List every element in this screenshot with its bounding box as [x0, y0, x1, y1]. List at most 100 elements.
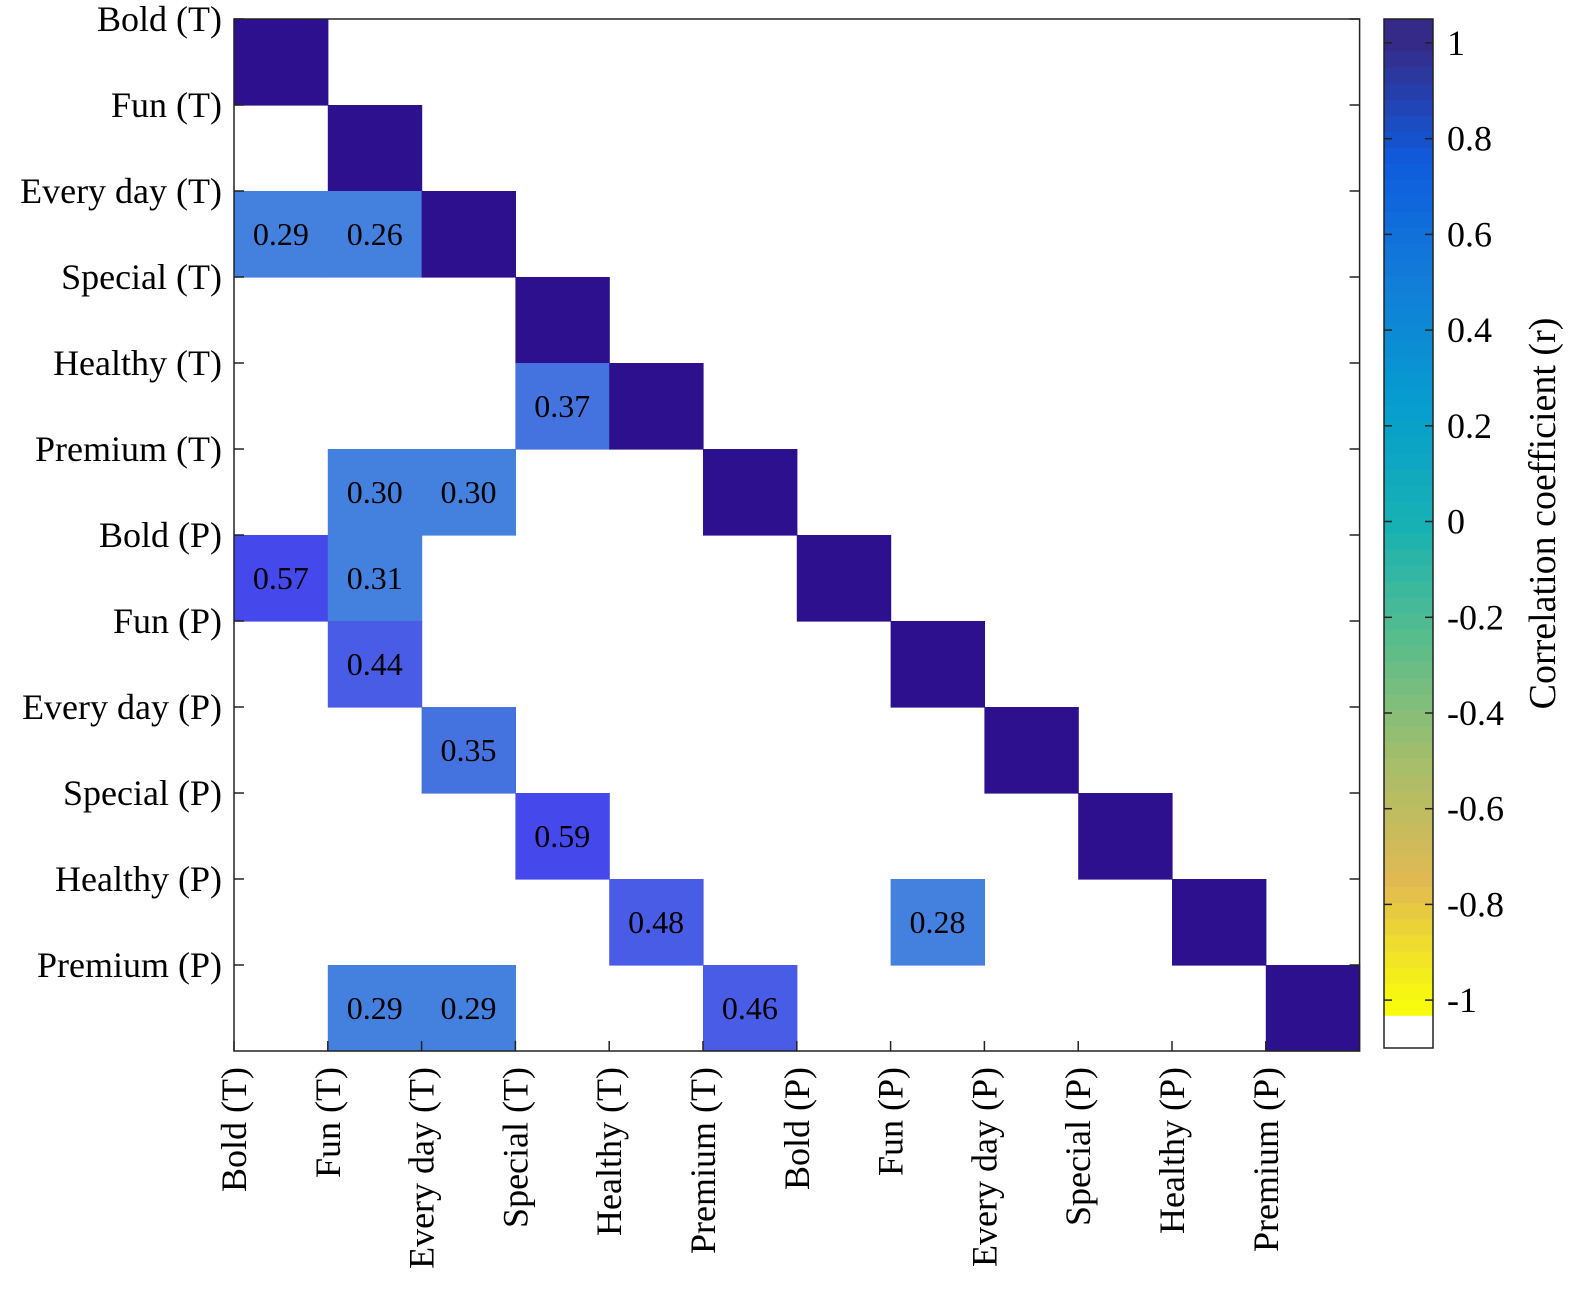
- heatmap-cell: [327, 191, 423, 278]
- colorbar-band: [1384, 967, 1433, 985]
- heatmap-cell: [421, 449, 516, 536]
- colorbar-tick-label: -0.4: [1447, 693, 1504, 733]
- cell-value-label: 0.35: [441, 732, 497, 768]
- heatmap-cell: [1265, 965, 1361, 1052]
- cell-value-label: 0.29: [347, 990, 403, 1026]
- colorbar-band: [1384, 694, 1433, 711]
- heatmap-cell: [327, 535, 423, 622]
- x-tick-label: Every day (P): [964, 1067, 1004, 1267]
- heatmap-cell: [515, 363, 610, 450]
- cell-value-label: 0.31: [347, 560, 403, 596]
- colorbar-band: [1384, 758, 1433, 776]
- colorbar-band: [1384, 485, 1433, 502]
- colorbar-band: [1384, 67, 1433, 84]
- heatmap-cell: [609, 879, 704, 966]
- colorbar: 1 0.8 0.6 0.4 0.2 0 -0.2 -0.4 -0.6 -0.8 -1 Correlat…: [1383, 18, 1564, 1049]
- colorbar-tick-label: 0: [1447, 502, 1465, 542]
- colorbar-band: [1384, 838, 1433, 856]
- colorbar-frame: [1383, 18, 1434, 1049]
- x-tick-label: Special (T): [495, 1067, 535, 1228]
- cell-value-label: 0.44: [347, 646, 403, 682]
- colorbar-band: [1384, 228, 1433, 245]
- plot-area: 0.29 0.26 0.37 0.30 0.30 0.57 0.31 0.44 0.35 0.59…: [20, 0, 1361, 1269]
- colorbar-band: [1384, 565, 1433, 583]
- cell-value-label: 0.26: [347, 216, 403, 252]
- colorbar-band: [1384, 710, 1433, 727]
- colorbar-band: [1384, 388, 1433, 406]
- cell-value-label: 0.59: [534, 818, 590, 854]
- cell-value-label: 0.30: [347, 474, 403, 510]
- colorbar-band: [1384, 147, 1433, 165]
- y-tick-label: Healthy (P): [55, 859, 222, 899]
- colorbar-band: [1384, 195, 1433, 213]
- colorbar-band: [1384, 244, 1433, 261]
- heatmap-cell: [234, 535, 329, 622]
- colorbar-band: [1384, 806, 1433, 824]
- colorbar-band: [1384, 855, 1433, 872]
- colorbar-band: [1384, 629, 1433, 647]
- colorbar-band: [1384, 99, 1433, 116]
- y-tick-label: Healthy (T): [53, 343, 222, 383]
- heatmap-cell: [421, 707, 516, 794]
- x-tick-label: Fun (T): [308, 1067, 348, 1178]
- colorbar-band: [1384, 51, 1433, 68]
- heatmap-cell: [890, 621, 985, 708]
- heatmap-cell: [703, 965, 798, 1052]
- colorbar-tick-label: 1: [1447, 23, 1465, 63]
- colorbar-band: [1384, 951, 1433, 969]
- cell-value-label: 0.48: [628, 904, 684, 940]
- heatmap-cell: [1078, 793, 1173, 880]
- colorbar-band: [1384, 726, 1433, 744]
- colorbar-band: [1384, 420, 1433, 438]
- heatmap-cell: [890, 879, 985, 966]
- colorbar-band: [1384, 581, 1433, 599]
- x-tick-label: Bold (P): [777, 1067, 817, 1190]
- heatmap-cell: [703, 449, 798, 536]
- colorbar-band: [1384, 115, 1433, 133]
- colorbar-band: [1384, 533, 1433, 551]
- colorbar-band: [1384, 453, 1433, 470]
- x-tick-label: Healthy (P): [1152, 1067, 1192, 1234]
- heatmap-cell: [421, 191, 516, 278]
- colorbar-band: [1384, 211, 1433, 229]
- colorbar-band: [1384, 613, 1433, 631]
- cell-value-label: 0.28: [910, 904, 966, 940]
- colorbar-band: [1384, 163, 1433, 181]
- x-tick-label: Special (P): [1058, 1067, 1098, 1226]
- x-tick-label: Bold (T): [214, 1067, 254, 1192]
- heatmap-cell: [327, 965, 423, 1052]
- colorbar-band: [1384, 597, 1433, 615]
- colorbar-band: [1384, 260, 1433, 277]
- colorbar-band: [1384, 999, 1433, 1017]
- colorbar-band: [1384, 1031, 1433, 1049]
- colorbar-tick-label: 0.6: [1447, 214, 1492, 254]
- cell-value-label: 0.37: [534, 388, 590, 424]
- colorbar-band: [1384, 678, 1433, 695]
- colorbar-tick-label: -0.8: [1447, 884, 1504, 924]
- heatmap-cell: [984, 707, 1079, 794]
- heatmap-cell: [1172, 879, 1267, 966]
- colorbar-band: [1384, 871, 1433, 888]
- heatmap-cell: [515, 793, 610, 880]
- y-tick-label: Special (T): [61, 257, 222, 297]
- colorbar-band: [1384, 340, 1433, 358]
- colorbar-band: [1384, 903, 1433, 920]
- y-tick-label: Bold (P): [99, 515, 222, 555]
- colorbar-band: [1384, 742, 1433, 760]
- y-tick-label: Every day (P): [22, 687, 222, 727]
- colorbar-band: [1384, 983, 1433, 1001]
- y-tick-label: Fun (T): [111, 85, 222, 125]
- colorbar-tick-label: -0.6: [1447, 789, 1504, 829]
- colorbar-tick-label: 0.4: [1447, 310, 1492, 350]
- colorbar-band: [1384, 276, 1433, 293]
- x-tick-label: Premium (T): [683, 1067, 723, 1254]
- colorbar-band: [1384, 774, 1433, 792]
- y-tick-label: Premium (P): [37, 945, 222, 985]
- colorbar-tick-label: -1: [1447, 980, 1477, 1020]
- heatmap-cell: [327, 621, 423, 708]
- y-tick-label: Bold (T): [97, 0, 222, 39]
- y-tick-label: Premium (T): [35, 429, 222, 469]
- cell-value-label: 0.30: [441, 474, 497, 510]
